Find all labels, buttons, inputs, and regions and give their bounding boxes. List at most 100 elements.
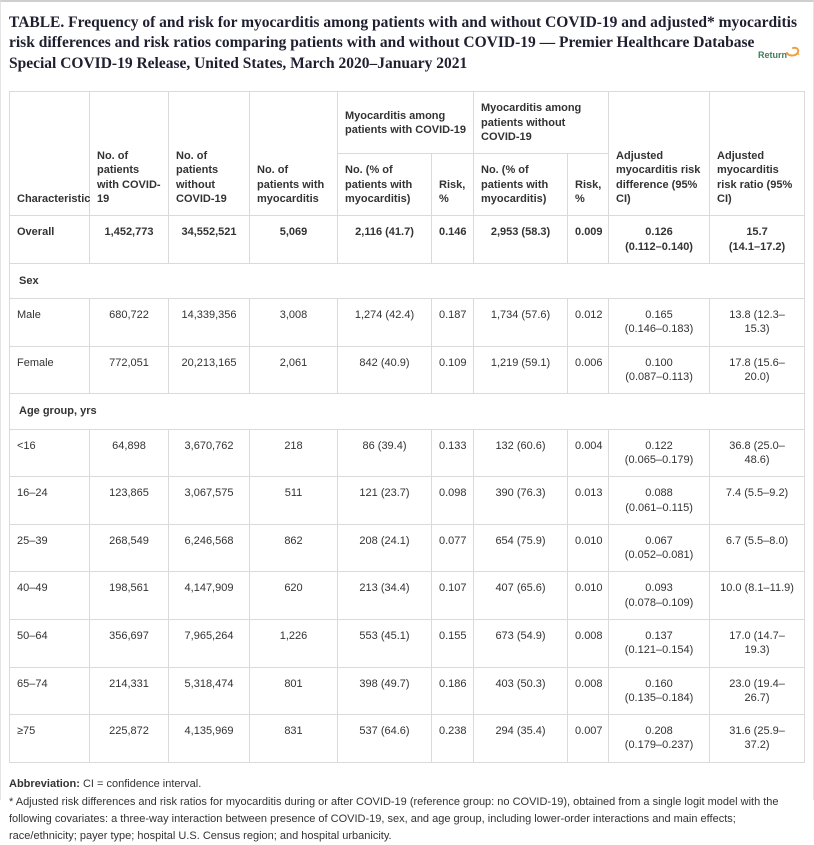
table-cell: 390 (76.3)	[473, 476, 569, 525]
table-cell: 0.088 (0.061–0.115)	[608, 476, 711, 525]
table-cell: 403 (50.3)	[473, 666, 569, 716]
cell-characteristic: Male	[9, 298, 90, 347]
table-cell: 772,051	[89, 345, 169, 395]
table-cell: 511	[249, 476, 338, 525]
table-cell: 680,722	[89, 298, 169, 347]
col-header-patients-without-covid: No. of patients without COVID-19	[168, 91, 250, 217]
table-cell: 1,734 (57.6)	[473, 298, 569, 347]
table-cell: 208 (24.1)	[337, 523, 432, 573]
cell-characteristic: Overall	[9, 215, 90, 264]
table-cell: 537 (64.6)	[337, 714, 432, 763]
myocarditis-table: Characteristic No. of patients with COVI…	[8, 91, 806, 763]
cell-characteristic: 50–64	[9, 619, 90, 668]
table-cell: 0.077	[430, 523, 475, 573]
return-link-label: Return	[758, 49, 787, 60]
table-title: TABLE. Frequency of and risk for myocard…	[9, 14, 797, 72]
table-cell: 213 (34.4)	[337, 571, 432, 620]
table-body: Overall 1,452,773 34,552,521 5,069 2,116 (41…	[8, 215, 806, 763]
table-cell: 3,067,575	[168, 476, 250, 525]
table-cell: 268,549	[89, 523, 169, 573]
table-cell: 0.238	[430, 714, 475, 763]
table-cell: 620	[249, 571, 338, 620]
table-cell: 14,339,356	[168, 298, 250, 347]
return-arrow-icon	[786, 46, 801, 60]
abbreviation-label: Abbreviation:	[9, 777, 80, 790]
asterisk-footnote: * Adjusted risk differences and risk rat…	[9, 795, 779, 842]
table-cell: 4,135,969	[168, 714, 250, 763]
table-row: <16 64,898 3,670,762 218 86 (39.4) 0.133 132 (…	[9, 428, 806, 478]
table-cell: 31.6 (25.9–37.2)	[709, 714, 806, 763]
table-row: Female 772,051 20,213,165 2,061 842 (40.9) 0.…	[9, 345, 806, 395]
cell-characteristic: 65–74	[9, 666, 90, 716]
table-cell: 34,552,521	[168, 215, 250, 264]
table-cell: 2,116 (41.7)	[337, 215, 432, 264]
table-cell: 5,069	[249, 215, 338, 264]
table-cell: 4,147,909	[168, 571, 250, 620]
table-cell: 1,452,773	[89, 215, 169, 264]
col-header-patients-with-myocarditis: No. of patients with myocarditis	[249, 91, 338, 217]
table-cell: 0.122 (0.065–0.179)	[608, 428, 711, 478]
table-cell: 553 (45.1)	[337, 619, 432, 668]
return-link[interactable]: Return	[758, 46, 801, 60]
table-cell: 0.093 (0.078–0.109)	[608, 571, 711, 620]
table-cell: 0.098	[430, 476, 475, 525]
table-cell: 801	[249, 666, 338, 716]
table-row: ≥75 225,872 4,135,969 831 537 (64.6) 0.238 294…	[9, 714, 806, 763]
table-cell: 0.126 (0.112–0.140)	[608, 215, 711, 264]
table-cell: 123,865	[89, 476, 169, 525]
table-row: Male 680,722 14,339,356 3,008 1,274 (42.4) 0.…	[9, 298, 806, 347]
col-header-adjusted-risk-difference: Adjusted myocarditis risk difference (95…	[608, 91, 711, 217]
table-row: 16–24 123,865 3,067,575 511 121 (23.7) 0.098 3…	[9, 476, 806, 525]
table-cell: 3,008	[249, 298, 338, 347]
table-cell: 6,246,568	[168, 523, 250, 573]
table-cell: 0.067 (0.052–0.081)	[608, 523, 711, 573]
table-cell: 121 (23.7)	[337, 476, 432, 525]
table-cell: 842 (40.9)	[337, 345, 432, 395]
table-cell: 0.146	[430, 215, 475, 264]
table-row: 50–64 356,697 7,965,264 1,226 553 (45.1) 0.15…	[9, 619, 806, 668]
table-cell: 7.4 (5.5–9.2)	[709, 476, 806, 525]
table-cell: 356,697	[89, 619, 169, 668]
table-cell: 0.006	[567, 345, 610, 395]
table-cell: 36.8 (25.0–48.6)	[709, 428, 806, 478]
footnotes: Abbreviation: CI = confidence interval. …	[9, 776, 804, 845]
section-row: Sex	[8, 262, 806, 300]
table-cell: 654 (75.9)	[473, 523, 569, 573]
table-cell: 0.109	[430, 345, 475, 395]
table-cell: 0.155	[430, 619, 475, 668]
table-cell: 20,213,165	[168, 345, 250, 395]
subcol-header-risk-with: Risk, %	[430, 153, 475, 217]
cell-characteristic: <16	[9, 428, 90, 478]
table-cell: 862	[249, 523, 338, 573]
col-header-characteristic: Characteristic	[9, 91, 90, 217]
table-cell: 17.8 (15.6–20.0)	[709, 345, 806, 395]
section-label: Sex	[8, 262, 806, 300]
table-cell: 407 (65.6)	[473, 571, 569, 620]
table-cell: 15.7 (14.1–17.2)	[709, 215, 806, 264]
table-header: Characteristic No. of patients with COVI…	[9, 91, 806, 217]
cell-characteristic: Female	[9, 345, 90, 395]
col-header-patients-with-covid: No. of patients with COVID-19	[89, 91, 169, 217]
table-cell: 0.187	[430, 298, 475, 347]
table-cell: 0.100 (0.087–0.113)	[608, 345, 711, 395]
table-cell: 831	[249, 714, 338, 763]
table-cell: 0.012	[567, 298, 610, 347]
table-cell: 0.009	[567, 215, 610, 264]
table-cell: 198,561	[89, 571, 169, 620]
table-cell: 0.010	[567, 571, 610, 620]
cell-characteristic: 25–39	[9, 523, 90, 573]
abbreviation-note: Abbreviation: CI = confidence interval.	[9, 776, 802, 793]
table-cell: 398 (49.7)	[337, 666, 432, 716]
section-row: Age group, yrs	[8, 393, 806, 430]
table-cell: 2,953 (58.3)	[473, 215, 569, 264]
table-row: 65–74 214,331 5,318,474 801 398 (49.7) 0.186 4…	[9, 666, 806, 716]
table-cell: 1,274 (42.4)	[337, 298, 432, 347]
table-cell: 10.0 (8.1–11.9)	[709, 571, 806, 620]
table-cell: 2,061	[249, 345, 338, 395]
group-header-myocarditis-with-covid: Myocarditis among patients with COVID-19	[336, 91, 475, 155]
table-cell: 64,898	[89, 428, 169, 478]
group-header-myocarditis-without-covid: Myocarditis among patients without COVID…	[473, 91, 610, 155]
table-cell: 0.007	[567, 714, 610, 763]
table-cell: 7,965,264	[168, 619, 250, 668]
